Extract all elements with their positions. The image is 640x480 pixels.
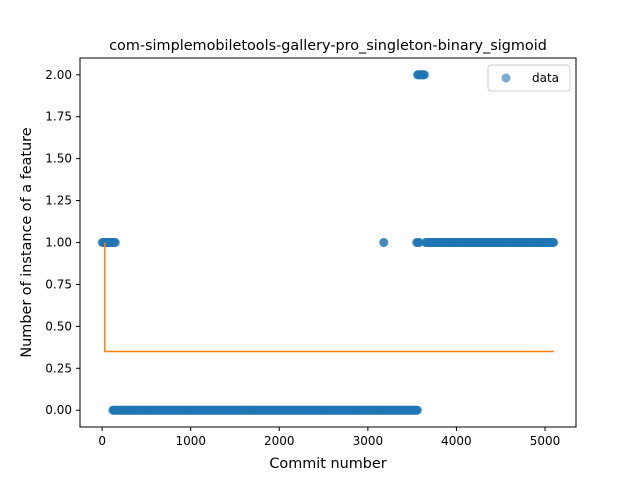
x-tick-label: 1000 <box>175 434 206 448</box>
x-axis: 0 1000 2000 3000 4000 5000 <box>98 427 560 448</box>
data-point <box>412 405 422 415</box>
y-tick-label: 2.00 <box>45 68 72 82</box>
x-axis-label: Commit number <box>269 456 386 472</box>
data-point <box>549 238 559 247</box>
data-point <box>414 238 424 247</box>
x-tick-label: 3000 <box>353 434 384 448</box>
x-tick-label: 4000 <box>441 434 472 448</box>
y-tick-label: 1.75 <box>45 110 72 124</box>
x-tick-label: 5000 <box>530 434 561 448</box>
data-point <box>110 238 120 247</box>
chart-title: com-simplemobiletools-gallery-pro_single… <box>109 38 547 54</box>
plot-area <box>97 70 559 415</box>
axes-frame <box>79 57 577 428</box>
y-tick-label: 0.50 <box>45 319 72 333</box>
x-tick-label: 0 <box>98 434 106 448</box>
y-tick-label: 0.00 <box>45 403 72 417</box>
y-axis-label: Number of instance of a feature <box>19 127 35 357</box>
y-tick-label: 1.25 <box>45 194 72 208</box>
legend-box <box>487 64 571 92</box>
y-tick-label: 1.50 <box>45 152 72 166</box>
legend-label: data <box>532 71 559 85</box>
legend: data <box>487 64 571 92</box>
y-tick-label: 0.75 <box>45 277 72 291</box>
y-tick-label: 0.25 <box>45 361 72 375</box>
legend-marker <box>501 73 511 83</box>
data-point <box>379 238 389 247</box>
x-tick-label: 2000 <box>264 434 295 448</box>
y-tick-label: 1.00 <box>45 236 72 250</box>
fit-line <box>104 242 554 353</box>
data-point <box>420 70 430 80</box>
y-axis: 0.00 0.25 0.50 0.75 1.00 1.25 1.50 1.75 2.00 <box>45 68 80 417</box>
